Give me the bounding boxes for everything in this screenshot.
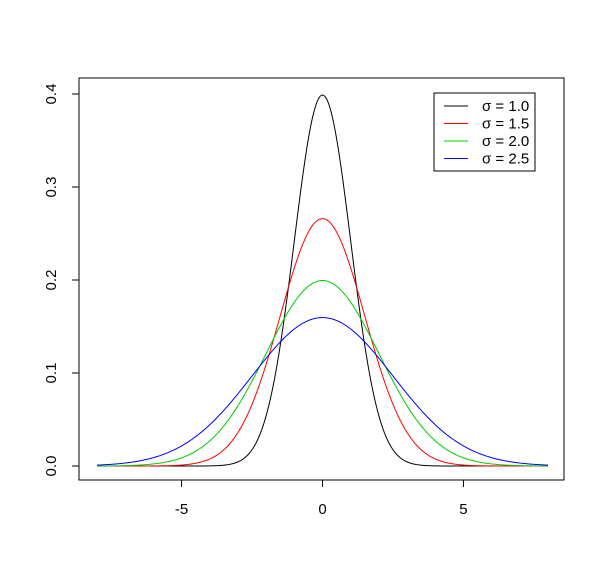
y-tick-label: 0.1: [43, 363, 60, 384]
series-line: [96, 279, 549, 467]
legend: σ = 1.0σ = 1.5σ = 2.0σ = 2.5: [433, 92, 536, 172]
legend-label: σ = 2.5: [482, 151, 529, 168]
x-axis: -5 0 5: [175, 479, 468, 518]
series-lines: [96, 94, 549, 467]
y-tick-label: 0.0: [43, 456, 60, 477]
legend-label: σ = 1.5: [482, 116, 529, 133]
legend-label: σ = 2.0: [482, 133, 529, 150]
x-tick-label: -5: [175, 501, 188, 518]
y-axis: 0.0 0.1 0.2 0.3 0.4: [43, 84, 80, 477]
x-tick-label: 5: [459, 501, 467, 518]
series-line: [97, 218, 548, 467]
y-tick-label: 0.2: [43, 270, 60, 291]
y-tick-label: 0.4: [43, 84, 60, 105]
legend-label: σ = 1.0: [482, 98, 529, 115]
x-tick-label: 0: [318, 501, 326, 518]
series-line: [96, 317, 549, 466]
y-tick-label: 0.3: [43, 177, 60, 198]
